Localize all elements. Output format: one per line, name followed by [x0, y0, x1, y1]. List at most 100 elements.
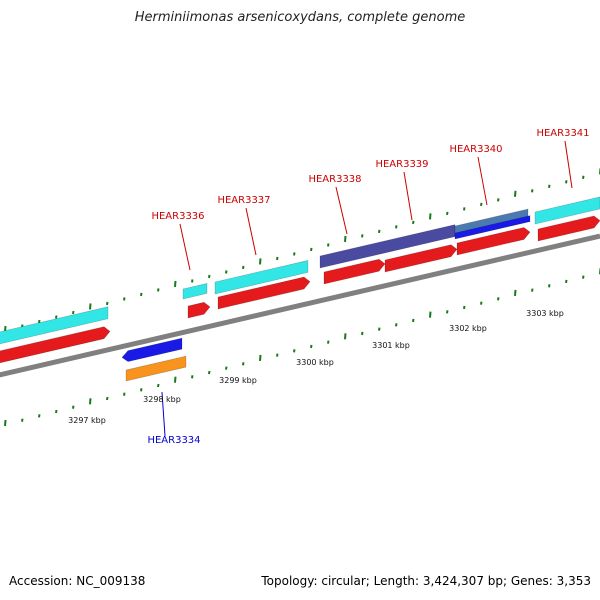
tick-mark — [123, 392, 126, 396]
tick-mark — [225, 366, 228, 370]
label-leader-line — [564, 140, 573, 189]
ruler-label: 3299 kbp — [219, 376, 257, 385]
tick-mark — [378, 327, 381, 331]
gene-feature-red — [537, 215, 600, 242]
tick-mark — [55, 409, 58, 414]
gene-feature-blue — [121, 337, 183, 362]
tick-mark — [429, 213, 432, 220]
tick-mark — [21, 418, 24, 422]
tick-mark — [174, 376, 177, 383]
label-leader-lines — [161, 140, 573, 437]
tick-mark — [38, 319, 41, 324]
tick-mark — [140, 388, 143, 392]
gene-feature-red — [323, 258, 386, 285]
tick-mark — [412, 318, 415, 323]
tick-mark — [55, 315, 58, 319]
map-title: Herminiimonas arsenicoxydans, complete g… — [134, 10, 466, 25]
tick-mark — [38, 414, 41, 418]
tick-mark — [429, 311, 432, 318]
ruler-label-layer: 3297 kbp 3298 kbp 3299 kbp 3300 kbp 3301 kbp… — [68, 309, 564, 425]
upper-tick-ring — [4, 168, 600, 333]
tick-mark — [242, 362, 245, 366]
tick-mark — [514, 289, 517, 297]
tick-mark — [548, 184, 551, 189]
label-leader-line — [179, 223, 191, 271]
tick-mark — [463, 305, 466, 310]
tick-mark — [293, 252, 296, 256]
tick-mark — [327, 243, 330, 247]
tick-mark — [293, 349, 296, 353]
gene-feature-cyan — [182, 283, 208, 300]
ruler-label: 3297 kbp — [68, 416, 106, 425]
tick-mark — [72, 310, 75, 315]
label-leader-line — [403, 171, 413, 221]
tick-mark — [548, 284, 551, 288]
tick-mark — [480, 301, 483, 305]
tick-mark — [480, 202, 483, 207]
gene-label: HEAR3341 — [536, 128, 589, 139]
ruler-label: 3301 kbp — [372, 341, 410, 350]
tick-mark — [123, 297, 126, 301]
gene-label: HEAR3334 — [147, 435, 200, 446]
tick-mark — [531, 189, 534, 193]
gene-feature-red — [384, 244, 458, 273]
tick-mark — [89, 398, 92, 405]
tick-mark — [344, 235, 347, 242]
label-leader-line — [335, 186, 348, 235]
tick-mark — [310, 344, 313, 349]
tick-mark — [174, 280, 177, 288]
tick-mark — [378, 229, 381, 234]
gene-label: HEAR3337 — [217, 195, 270, 206]
tick-mark — [395, 225, 398, 229]
ruler-label: 3298 kbp — [143, 395, 181, 404]
tick-mark — [361, 234, 364, 238]
tick-mark — [191, 375, 194, 379]
tick-mark — [191, 279, 194, 283]
tick-mark — [582, 175, 585, 179]
gene-feature-red — [217, 276, 311, 310]
gene-feature-red — [187, 301, 211, 319]
tick-mark — [565, 180, 568, 184]
gene-feature-red — [456, 227, 531, 256]
label-leader-line — [245, 207, 257, 256]
tick-mark — [157, 288, 160, 292]
feature-tracks — [0, 196, 600, 382]
gene-label: HEAR3336 — [151, 211, 204, 222]
tick-mark — [446, 310, 449, 314]
ruler-label: 3303 kbp — [526, 309, 564, 318]
tick-mark — [327, 340, 330, 344]
tick-mark — [310, 247, 313, 252]
tick-mark — [497, 297, 500, 301]
tick-mark — [208, 274, 211, 279]
gene-feature-red — [0, 326, 111, 364]
tick-mark — [106, 396, 109, 401]
genome-backbone — [0, 233, 600, 378]
gene-feature-cyan — [214, 260, 309, 295]
tick-mark — [259, 354, 262, 362]
tick-mark — [242, 265, 245, 270]
ruler-label: 3302 kbp — [449, 324, 487, 333]
tick-mark — [208, 370, 211, 375]
gene-feature-blue — [454, 215, 531, 240]
tick-mark — [463, 207, 466, 211]
tick-mark — [514, 190, 517, 197]
gene-feature-orange — [125, 355, 187, 382]
lower-tick-ring — [4, 268, 600, 427]
gene-feature-cyan — [534, 196, 600, 225]
accession-label: Accession: NC_009138 — [9, 574, 146, 588]
gene-label: HEAR3340 — [449, 144, 502, 155]
tick-mark — [259, 258, 262, 265]
tick-mark — [412, 220, 415, 225]
gene-label-layer: HEAR3336 HEAR3337 HEAR3338 HEAR3339 HEAR3340… — [147, 128, 589, 446]
tick-mark — [4, 419, 7, 427]
tick-mark — [157, 383, 160, 388]
tick-mark — [565, 279, 568, 284]
tick-mark — [531, 288, 534, 292]
tick-mark — [276, 256, 279, 261]
label-leader-line — [161, 391, 166, 437]
tick-mark — [497, 198, 500, 202]
label-leader-line — [477, 156, 488, 206]
tick-mark — [344, 333, 347, 340]
